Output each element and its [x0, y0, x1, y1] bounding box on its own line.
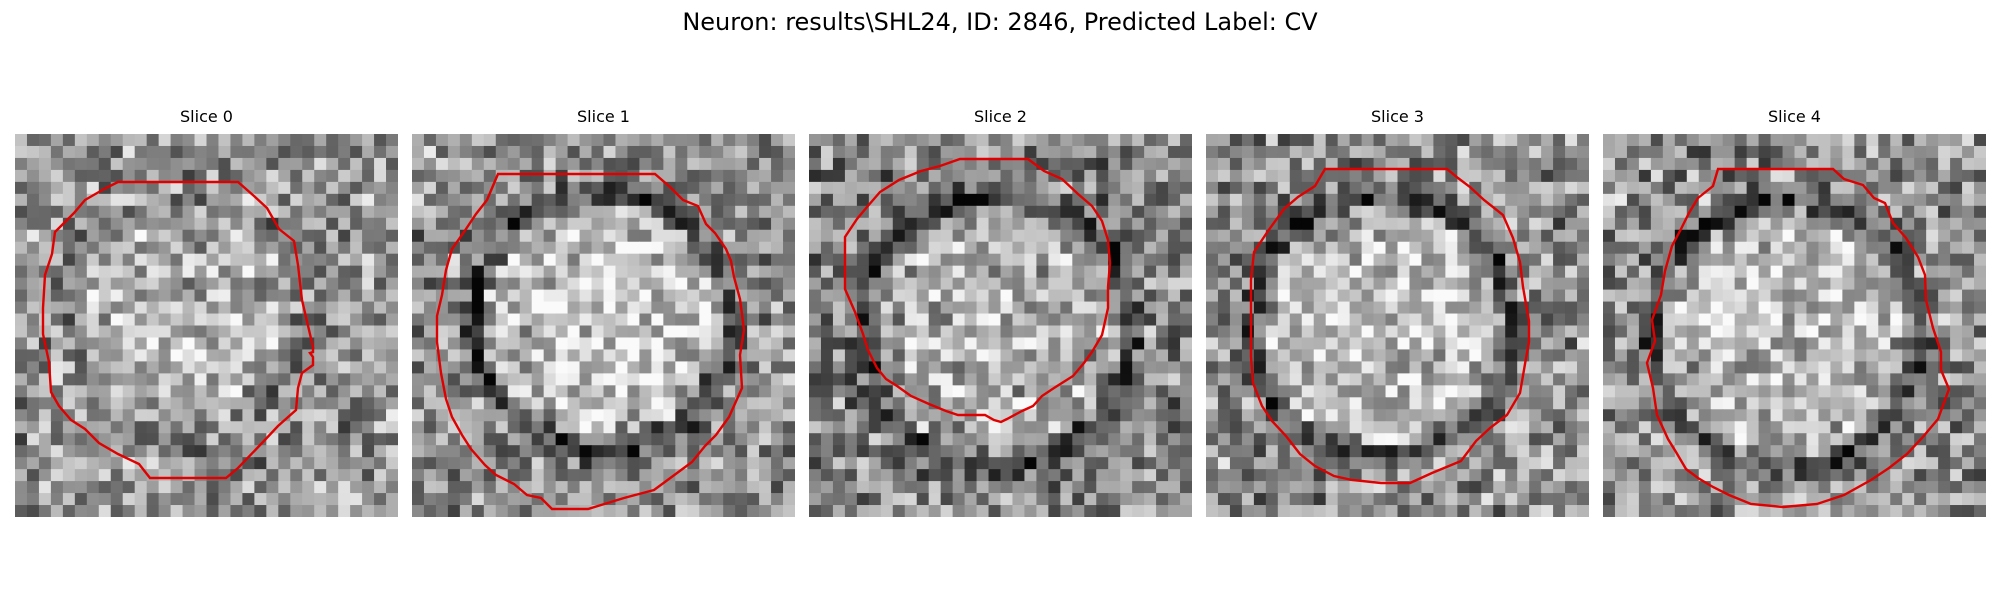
segmentation-contour — [1249, 167, 1531, 485]
panel-slice-1: Slice 1 — [412, 106, 795, 517]
panel-title-slice-4: Slice 4 — [1768, 107, 1821, 126]
panel-title-slice-2: Slice 2 — [974, 107, 1027, 126]
panel-slice-2: Slice 2 — [809, 106, 1192, 517]
panel-title-slice-3: Slice 3 — [1371, 107, 1424, 126]
panel-title-slice-0: Slice 0 — [180, 107, 233, 126]
microscopy-image-slice-0 — [15, 134, 398, 517]
panel-title-slice-1: Slice 1 — [577, 107, 630, 126]
panel-slice-0: Slice 0 — [15, 106, 398, 517]
segmentation-contour — [843, 157, 1112, 424]
segmentation-contour — [41, 180, 315, 480]
panel-slice-4: Slice 4 — [1603, 106, 1986, 517]
microscopy-image-slice-4 — [1603, 134, 1986, 517]
figure-title: Neuron: results\SHL24, ID: 2846, Predict… — [682, 8, 1318, 36]
segmentation-contour — [1645, 167, 1951, 509]
microscopy-image-slice-1 — [412, 134, 795, 517]
microscopy-image-slice-2 — [809, 134, 1192, 517]
panel-slice-3: Slice 3 — [1206, 106, 1589, 517]
segmentation-contour — [435, 172, 746, 511]
microscopy-image-slice-3 — [1206, 134, 1589, 517]
